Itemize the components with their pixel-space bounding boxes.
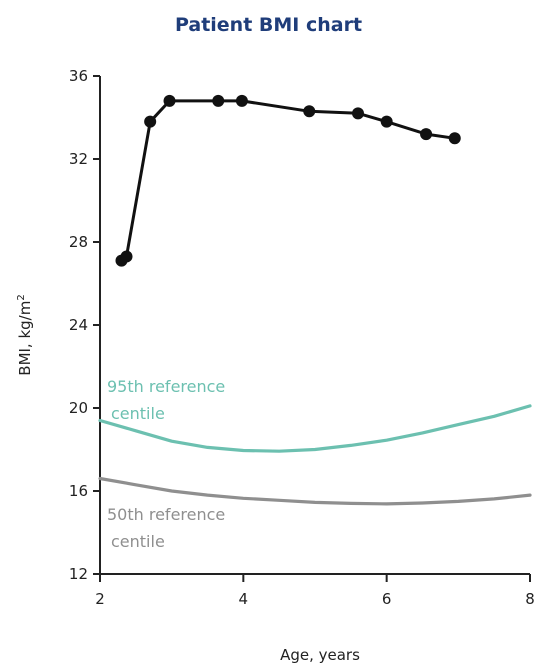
- x-axis-title: Age, years: [280, 646, 360, 664]
- chart-title: Patient BMI chart: [174, 14, 363, 36]
- data-point-7: [352, 107, 364, 120]
- y-tick-label-16: 16: [69, 482, 88, 500]
- x-tick-label-8: 8: [525, 590, 535, 608]
- data-point-3: [163, 94, 176, 107]
- x-tick-label-4: 4: [239, 590, 249, 608]
- series-line-2: [98, 476, 532, 506]
- data-point-6: [303, 105, 316, 118]
- data-point-2: [144, 115, 157, 128]
- annotation-1-line-1: centile: [111, 404, 165, 423]
- y-tick-label-36: 36: [69, 67, 88, 85]
- annotation-1-line-0: 95th reference: [107, 377, 225, 396]
- annotation-2-line-0: 50th reference: [107, 505, 225, 524]
- y-tick-label-28: 28: [69, 233, 88, 251]
- data-point-9: [420, 128, 433, 141]
- data-point-1: [120, 250, 133, 263]
- annotation-2-line-1: centile: [111, 532, 165, 551]
- data-point-10: [448, 132, 461, 145]
- series-line-0: [120, 99, 457, 263]
- y-axis-title: BMI, kg/m2: [16, 294, 34, 375]
- y-tick-label-20: 20: [69, 399, 88, 417]
- series-line-1: [98, 404, 532, 453]
- x-tick-label-2: 2: [95, 590, 105, 608]
- data-point-5: [235, 94, 248, 107]
- data-point-4: [212, 94, 225, 107]
- y-tick-label-12: 12: [69, 565, 88, 583]
- y-tick-label-32: 32: [69, 150, 88, 168]
- data-point-8: [380, 115, 393, 128]
- x-tick-label-6: 6: [382, 590, 392, 608]
- y-tick-label-24: 24: [69, 316, 88, 334]
